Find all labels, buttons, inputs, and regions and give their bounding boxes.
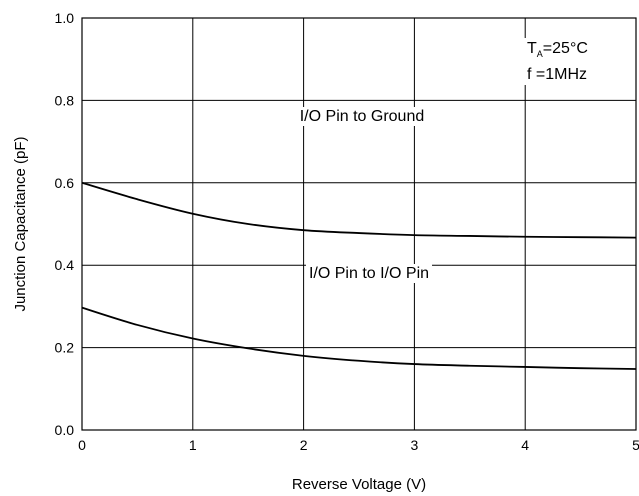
y-tick-label: 1.0 <box>55 10 75 26</box>
x-axis-label: Reverse Voltage (V) <box>292 476 426 493</box>
plot-frame <box>81 17 637 431</box>
series-label-io-to-io: I/O Pin to I/O Pin <box>309 265 429 282</box>
y-tick-label: 0.6 <box>55 175 75 191</box>
series-line-io-to-ground <box>81 181 637 239</box>
condition-frequency: f =1MHz <box>527 66 587 83</box>
x-tick-labels: 0 1 2 3 4 5 <box>78 437 639 453</box>
x-tick-label: 2 <box>300 437 308 453</box>
temp-value: =25°C <box>543 40 588 57</box>
y-tick-labels: 0.0 0.2 0.4 0.6 0.8 1.0 <box>55 10 75 438</box>
x-tick-label: 0 <box>78 437 86 453</box>
x-tick-label: 1 <box>189 437 197 453</box>
series-lines <box>81 181 637 370</box>
temp-subscript: A <box>537 49 543 59</box>
series-line-io-to-io <box>81 306 637 370</box>
series-label-io-to-ground: I/O Pin to Ground <box>300 108 425 125</box>
series-label-background <box>296 107 428 126</box>
x-tick-label: 4 <box>521 437 529 453</box>
series-label-background <box>305 264 433 283</box>
condition-temperature: TA=25°C <box>527 40 588 59</box>
x-tick-label: 5 <box>632 437 639 453</box>
y-tick-label: 0.2 <box>55 340 75 356</box>
y-tick-label: 0.8 <box>55 92 75 108</box>
conditions-background <box>523 38 592 85</box>
temp-symbol: T <box>527 40 537 57</box>
x-tick-label: 3 <box>411 437 419 453</box>
y-tick-label: 0.4 <box>55 257 75 273</box>
y-axis-label: Junction Capacitance (pF) <box>12 136 29 311</box>
y-tick-label: 0.0 <box>55 422 75 438</box>
